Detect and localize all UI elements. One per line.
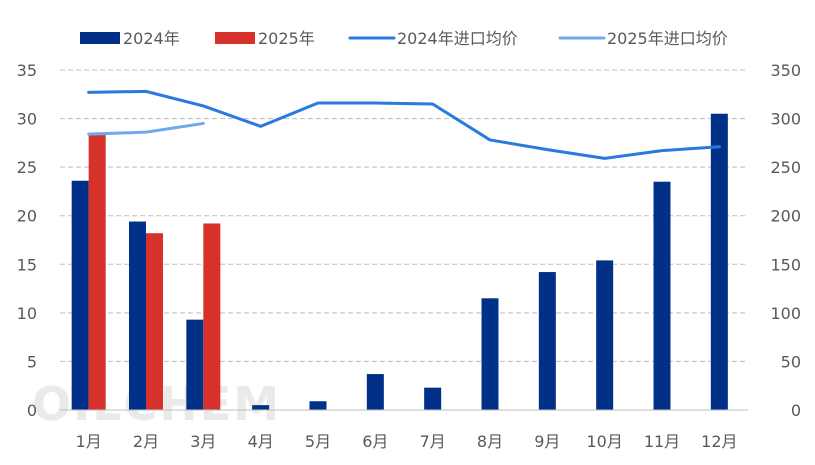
x-tick-label: 8月 [477, 432, 503, 451]
bar-2024年 [71, 180, 89, 410]
right-tick-label: 300 [770, 110, 801, 129]
line-2024年进口均价 [87, 89, 721, 160]
bar-2024年 [481, 298, 499, 410]
bar-2024年 [424, 387, 442, 410]
x-tick-label: 2月 [133, 432, 159, 451]
left-tick-label: 35 [17, 61, 37, 80]
bar-2024年 [186, 319, 204, 410]
legend-label: 2024年进口均价 [397, 29, 518, 48]
legend-label: 2024年 [123, 29, 180, 48]
x-tick-label: 4月 [248, 432, 274, 451]
left-tick-label: 30 [17, 110, 37, 129]
x-tick-label: 11月 [644, 432, 680, 451]
left-tick-label: 5 [27, 352, 37, 371]
bar-2024年 [129, 221, 146, 410]
line-2025年进口均价 [87, 121, 205, 136]
right-axis-tick-labels: 0 50 100 150 200 250 300 350 [770, 61, 801, 420]
bar-2024年 [366, 374, 384, 410]
left-tick-label: 15 [17, 255, 37, 274]
bar-2024年 [309, 401, 327, 410]
legend: 2024年 2025年 2024年进口均价 2025年进口均价 [80, 29, 728, 48]
bar-2024年 [596, 260, 614, 410]
bar-2025年 [88, 135, 106, 411]
right-tick-label: 250 [770, 158, 801, 177]
left-axis-tick-labels: 0 5 10 15 20 25 30 35 [17, 61, 37, 420]
x-tick-label: 1月 [76, 432, 102, 451]
x-tick-label: 10月 [586, 432, 622, 451]
bar-2024年 [252, 405, 270, 410]
line-series-group [87, 89, 721, 160]
bar-2024年 [710, 113, 728, 410]
x-tick-label: 3月 [190, 432, 216, 451]
left-tick-label: 20 [17, 207, 37, 226]
legend-swatch [80, 32, 120, 44]
x-tick-label: 12月 [701, 432, 737, 451]
gridlines [60, 69, 748, 362]
left-tick-label: 0 [27, 401, 37, 420]
bar-2024年 [538, 272, 556, 410]
x-tick-label: 6月 [362, 432, 388, 451]
right-tick-label: 150 [770, 255, 801, 274]
left-tick-label: 10 [17, 304, 37, 323]
legend-label: 2025年进口均价 [607, 29, 728, 48]
bar-2025年 [203, 223, 221, 410]
left-tick-label: 25 [17, 158, 37, 177]
right-tick-label: 350 [770, 61, 801, 80]
right-tick-label: 200 [770, 207, 801, 226]
bar-2025年 [146, 233, 163, 410]
bar-2024年 [653, 181, 671, 410]
bar-series-group [71, 113, 728, 411]
right-tick-label: 100 [770, 304, 801, 323]
right-tick-label: 0 [791, 401, 801, 420]
x-axis-tick-labels: 1月 2月 3月 4月 5月 6月 7月 8月 9月 10月 11月 12月 [76, 432, 738, 451]
legend-swatch [215, 32, 255, 44]
x-tick-label: 9月 [534, 432, 560, 451]
x-tick-label: 5月 [305, 432, 331, 451]
right-tick-label: 50 [781, 352, 801, 371]
x-tick-label: 7月 [420, 432, 446, 451]
legend-label: 2025年 [258, 29, 315, 48]
